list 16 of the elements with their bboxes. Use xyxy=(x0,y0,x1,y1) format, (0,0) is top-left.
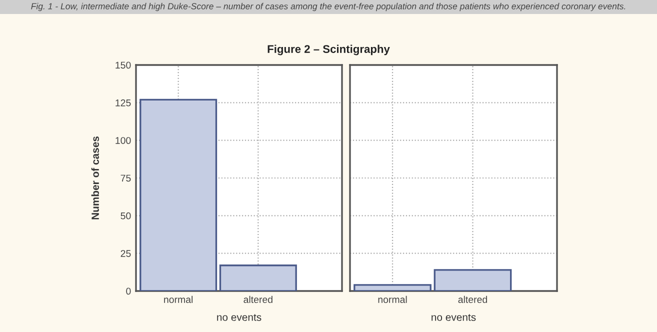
chart-title: Figure 2 – Scintigraphy xyxy=(268,44,390,56)
y-tick-label: 75 xyxy=(120,174,131,182)
x-tick-label: normal xyxy=(164,296,193,303)
y-tick-label: 0 xyxy=(126,288,131,295)
x-tick-label: normal xyxy=(378,296,407,303)
y-axis-title: Number of cases xyxy=(91,136,99,220)
x-tick-label: altered xyxy=(244,296,272,303)
x-axis-title: no events xyxy=(432,314,476,321)
caption: Fig. 1 - Low, intermediate and high Duke-Score – number of cases among the event-free population and those patients who experienced coronary events. xyxy=(31,2,626,12)
x-tick-label: altered xyxy=(458,296,487,303)
y-tick-label: 50 xyxy=(120,212,131,220)
y-tick-label: 25 xyxy=(120,250,131,257)
y-tick-label: 150 xyxy=(116,62,131,69)
y-tick-label: 125 xyxy=(116,99,131,106)
y-tick-label: 100 xyxy=(116,137,131,144)
x-axis-title: no events xyxy=(217,314,262,321)
